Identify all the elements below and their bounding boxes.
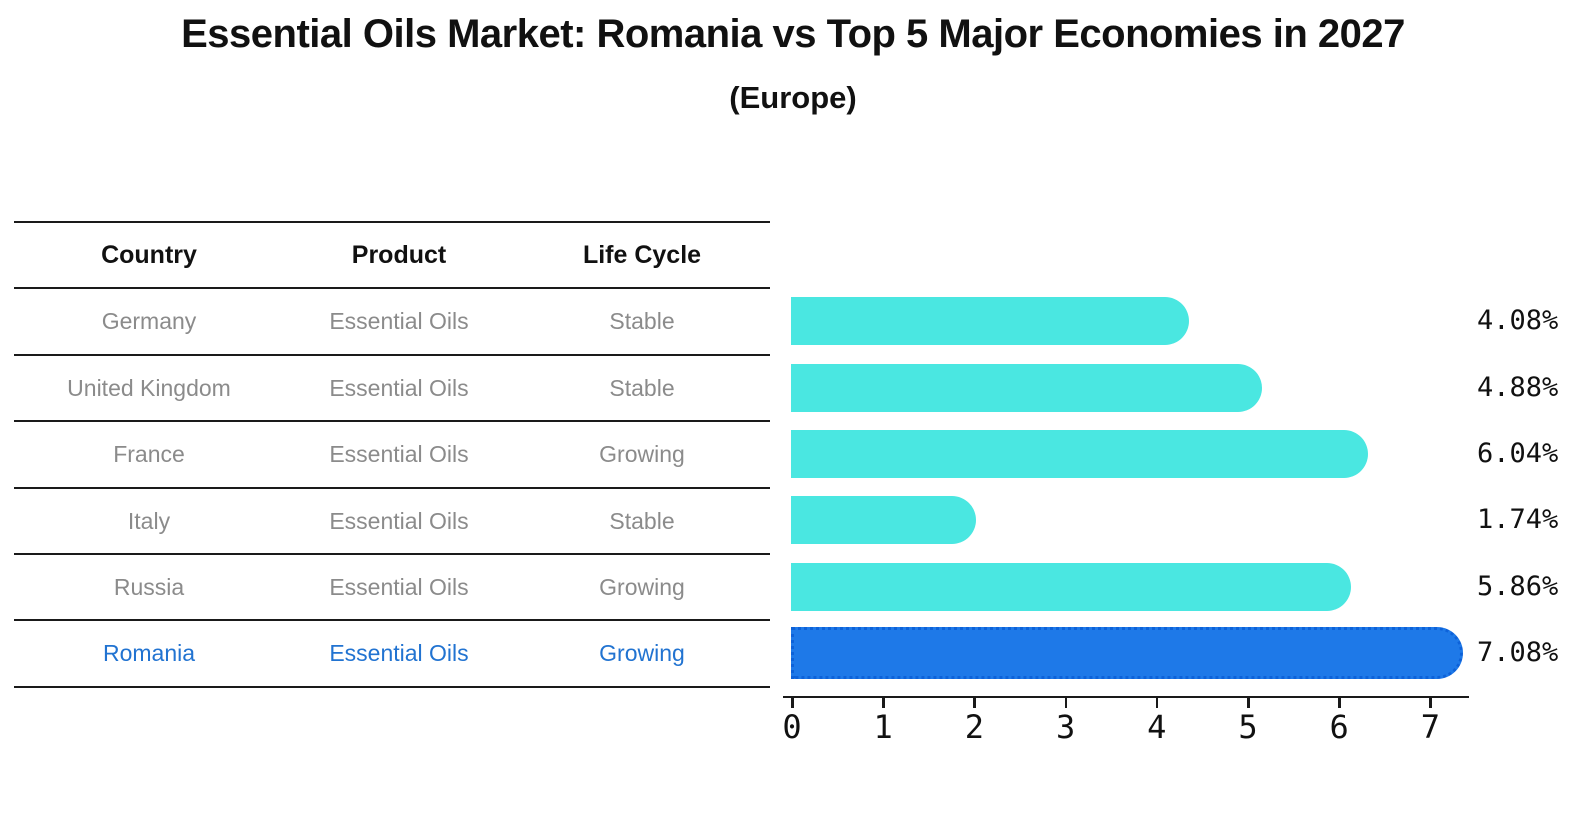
x-tick-label: 4	[1147, 708, 1167, 746]
header-life-cycle: Life Cycle	[582, 241, 702, 269]
cell-product: Essential Oils	[329, 374, 469, 401]
table-row-russia: Russia Essential Oils Growing	[14, 555, 770, 622]
value-label-italy: 1.74%	[1477, 504, 1559, 536]
x-tick-mark	[1247, 697, 1250, 708]
value-label-germany: 4.08%	[1477, 305, 1559, 337]
bar-germany	[791, 297, 1190, 346]
cell-life-cycle: Growing	[599, 441, 685, 468]
cell-product: Essential Oils	[329, 441, 469, 468]
cell-life-cycle: Stable	[609, 374, 675, 401]
cell-product: Essential Oils	[329, 507, 469, 534]
chart-subtitle: (Europe)	[729, 80, 857, 115]
table-row-france: France Essential Oils Growing	[14, 422, 770, 489]
bar-france	[791, 430, 1368, 478]
value-label-france: 6.04%	[1477, 438, 1559, 469]
x-axis-line	[783, 695, 1469, 699]
x-tick-label: 3	[1055, 708, 1076, 746]
cell-country: United Kingdom	[67, 374, 231, 401]
chart-title: Essential Oils Market: Romania vs Top 5 …	[181, 12, 1405, 56]
table-row-united-kingdom: United Kingdom Essential Oils Stable	[14, 356, 770, 423]
cell-product: Essential Oils	[329, 640, 469, 667]
bar-italy	[791, 496, 976, 545]
cell-product: Essential Oils	[329, 308, 469, 335]
cell-country: Romania	[102, 640, 196, 667]
x-tick-label: 0	[782, 708, 802, 746]
table-header-row: Country Product Life Cycle	[14, 223, 770, 290]
country-table: Country Product Life Cycle Germany Essen…	[14, 221, 770, 688]
cell-country: France	[113, 441, 185, 468]
cell-country: Germany	[101, 308, 197, 335]
bar-russia	[791, 562, 1352, 611]
cell-country: Italy	[127, 507, 171, 534]
bar-romania-highlighted	[791, 627, 1463, 680]
x-tick-label: 5	[1238, 708, 1258, 746]
header-country: Country	[101, 241, 197, 269]
cell-life-cycle: Growing	[599, 640, 685, 667]
x-tick-mark	[1429, 697, 1432, 708]
x-tick-label: 6	[1329, 708, 1349, 746]
table-row-germany: Germany Essential Oils Stable	[14, 289, 770, 356]
x-tick-mark	[882, 697, 885, 708]
x-tick-mark	[1338, 697, 1341, 708]
x-tick-mark	[791, 697, 794, 708]
value-label-russia: 5.86%	[1477, 570, 1559, 602]
x-tick-label: 2	[964, 708, 985, 746]
cell-life-cycle: Stable	[609, 507, 675, 534]
table-row-romania-highlighted: Romania Essential Oils Growing	[14, 621, 770, 688]
x-tick-label: 7	[1420, 708, 1441, 746]
bar-united-kingdom	[791, 363, 1263, 412]
x-tick-mark	[1155, 697, 1159, 708]
cell-country: Russia	[113, 573, 185, 600]
cell-product: Essential Oils	[329, 573, 469, 600]
cell-life-cycle: Stable	[609, 308, 675, 335]
header-product: Product	[351, 241, 447, 269]
x-tick-label: 1	[873, 708, 893, 746]
cell-life-cycle: Growing	[599, 573, 685, 600]
value-label-romania: 7.08%	[1477, 637, 1559, 669]
table-row-italy: Italy Essential Oils Stable	[14, 489, 770, 555]
value-label-united-kingdom: 4.88%	[1477, 371, 1559, 403]
x-tick-mark	[973, 697, 976, 708]
x-tick-mark	[1064, 697, 1068, 708]
